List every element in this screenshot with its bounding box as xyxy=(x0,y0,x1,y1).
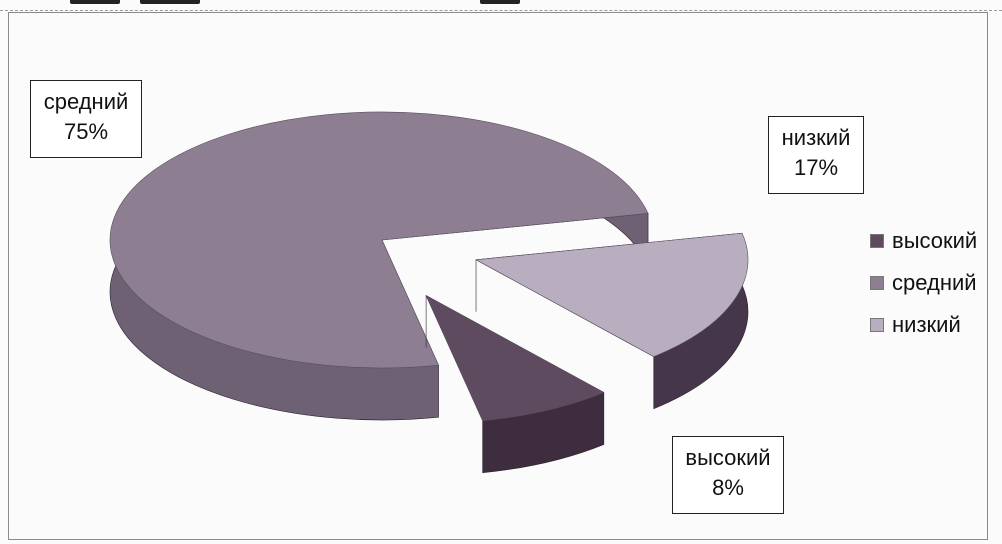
legend-label: высокий xyxy=(892,228,978,253)
data-label-mid: средний 75% xyxy=(30,80,142,158)
legend-item-high: высокий xyxy=(870,220,977,262)
pie-slice xyxy=(425,294,605,422)
data-label-category: средний xyxy=(43,89,129,114)
cropped-text-fragment xyxy=(480,0,520,4)
legend-item-low: низкий xyxy=(870,304,977,346)
pie-slice xyxy=(475,232,749,358)
legend-label: средний xyxy=(892,270,977,295)
legend: высокий средний низкий xyxy=(870,220,977,346)
legend-swatch xyxy=(870,276,884,290)
cropped-text-fragment xyxy=(70,0,120,4)
data-label-high: высокий 8% xyxy=(672,436,784,514)
data-label-category: низкий xyxy=(781,125,851,150)
legend-label: низкий xyxy=(892,312,961,337)
data-label-value: 75% xyxy=(63,119,109,144)
cropped-text-fragment xyxy=(140,0,200,4)
pie-slice xyxy=(109,111,649,369)
data-label-value: 8% xyxy=(712,475,744,500)
page-top-edge xyxy=(0,0,1002,11)
legend-swatch xyxy=(870,318,884,332)
data-label-category: высокий xyxy=(685,445,771,470)
data-label-low: низкий 17% xyxy=(768,116,864,194)
data-label-value: 17% xyxy=(793,155,839,180)
legend-swatch xyxy=(870,234,884,248)
legend-item-mid: средний xyxy=(870,262,977,304)
chart-frame xyxy=(8,12,988,540)
